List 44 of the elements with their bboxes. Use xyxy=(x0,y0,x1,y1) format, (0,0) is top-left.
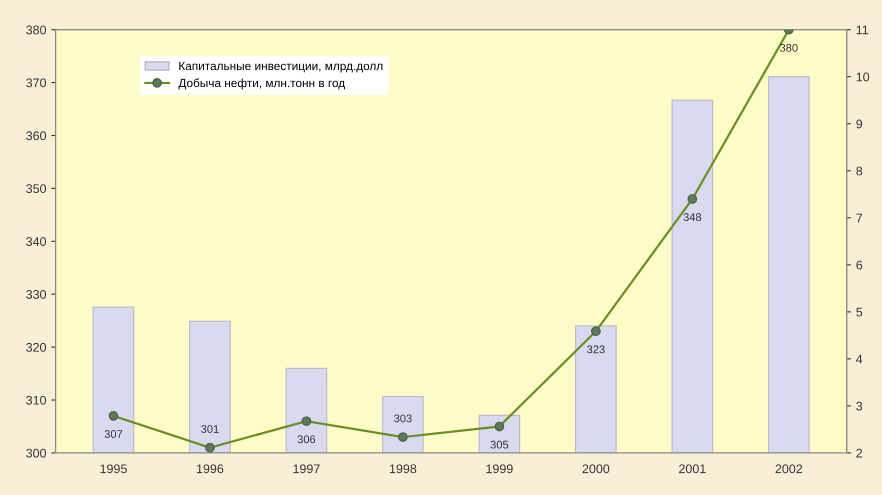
y2-tick-label: 2 xyxy=(856,448,862,458)
y2-tick-label: 8 xyxy=(856,166,862,176)
data-label: 323 xyxy=(587,345,605,354)
y2-tick-label: 4 xyxy=(856,354,862,364)
data-label: 307 xyxy=(104,430,122,438)
x-tick-label: 1997 xyxy=(293,464,320,474)
point xyxy=(205,442,215,452)
data-label: 305 xyxy=(490,440,508,449)
y2-tick-label: 11 xyxy=(856,26,868,34)
point xyxy=(494,422,504,432)
y-tick-label: 340 xyxy=(26,237,46,246)
y-tick-label: 320 xyxy=(26,342,46,352)
x-tick-label: 2002 xyxy=(776,464,802,474)
y-tick-label: 350 xyxy=(26,184,46,194)
y2-tick-label: 3 xyxy=(856,402,862,411)
legend-label: Добыча нефти, млн.тонн в год xyxy=(178,78,345,90)
data-label: 306 xyxy=(298,435,316,444)
y-tick-label: 370 xyxy=(26,78,46,88)
point xyxy=(108,411,118,421)
x-tick-label: 2001 xyxy=(679,464,706,474)
x-tick-label: 1999 xyxy=(486,464,513,474)
x-tick-label: 1996 xyxy=(196,464,224,474)
data-label: 348 xyxy=(684,213,702,222)
data-label: 301 xyxy=(201,425,219,433)
y-tick-label: 310 xyxy=(26,396,46,405)
y-tick-label: 380 xyxy=(26,26,46,34)
y2-tick-label: 7 xyxy=(856,214,862,222)
point xyxy=(398,432,408,442)
y-tick-label: 300 xyxy=(26,448,46,458)
data-label: 380 xyxy=(780,44,798,52)
legend-label: Капитальные инвестиции, млрд.долл xyxy=(179,62,382,72)
y-tick-label: 360 xyxy=(26,131,46,140)
point xyxy=(687,194,698,204)
data-label: 303 xyxy=(394,414,412,422)
x-tick-label: 1998 xyxy=(390,464,416,474)
y-tick-label: 330 xyxy=(26,290,46,299)
y2-tick-label: 6 xyxy=(856,260,862,270)
y2-tick-label: 9 xyxy=(856,120,862,128)
x-tick-label: 1995 xyxy=(100,464,127,474)
x-tick-label: 2000 xyxy=(582,464,610,474)
y2-tick-label: 5 xyxy=(856,308,862,316)
point xyxy=(302,416,312,426)
y2-tick-label: 10 xyxy=(856,72,870,82)
point xyxy=(591,326,601,336)
